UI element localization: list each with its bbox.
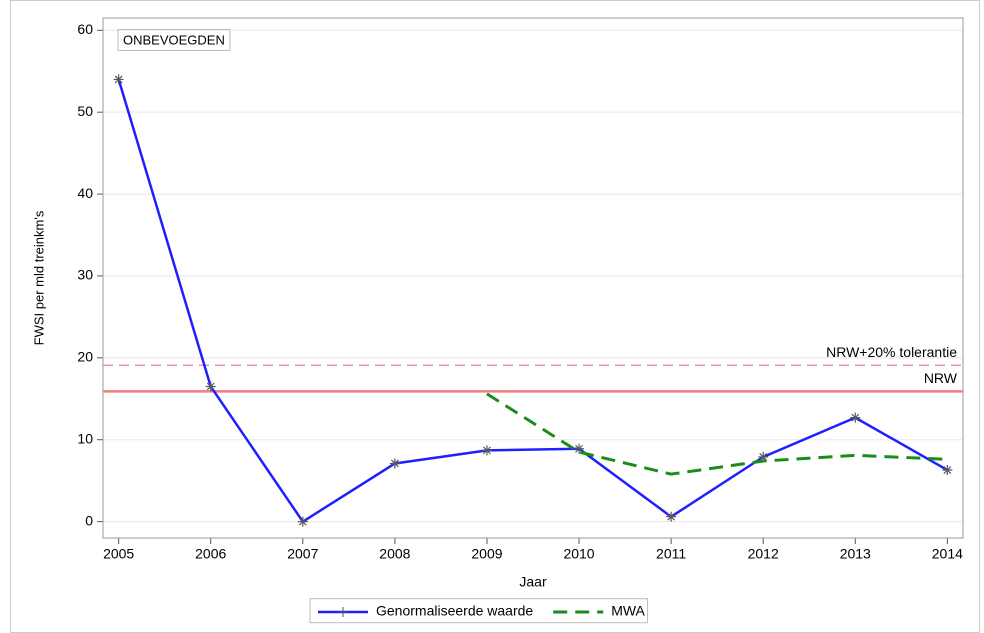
marker [758,451,769,462]
y-tick-label: 0 [85,512,93,528]
reference-label: NRW [924,370,958,386]
legend: Genormaliseerde waarde MWA [318,603,646,619]
x-tick-label: 2005 [103,546,134,562]
marker [850,412,861,423]
x-axis-label: Jaar [519,574,547,590]
marker [297,516,308,527]
annotation-box [117,28,231,51]
legend-marker [338,607,348,617]
plot-frame [102,17,964,539]
y-tick-label: 30 [77,267,93,283]
legend-label: Genormaliseerde waarde [376,603,533,619]
series-line [117,79,948,524]
marker [666,511,677,522]
series-line [486,392,948,476]
x-tick-label: 2013 [840,546,871,562]
marker [481,445,492,456]
marker [205,381,216,392]
y-tick-label: 60 [77,21,93,37]
x-tick-label: 2009 [471,546,502,562]
legend-label: MWA [611,603,645,619]
x-tick-label: 2008 [379,546,410,562]
x-tick-label: 2014 [932,546,963,562]
annotation: ONBEVOEGDEN [123,32,225,47]
marker [389,458,400,469]
marker [574,443,585,454]
x-tick-label: 2010 [563,546,594,562]
y-tick-label: 50 [77,103,93,119]
x-tick-label: 2012 [748,546,779,562]
y-tick-label: 10 [77,430,93,446]
x-tick-label: 2006 [195,546,226,562]
marker [942,465,953,476]
y-axis-label: FWSI per mld treinkm's [31,210,46,345]
marker [113,74,124,85]
y-tick-label: 20 [77,349,93,365]
y-tick-label: 40 [77,185,93,201]
x-tick-label: 2011 [656,546,686,562]
legend-box [309,598,649,624]
x-tick-label: 2007 [287,546,318,562]
reference-label: NRW+20% tolerantie [826,344,957,360]
